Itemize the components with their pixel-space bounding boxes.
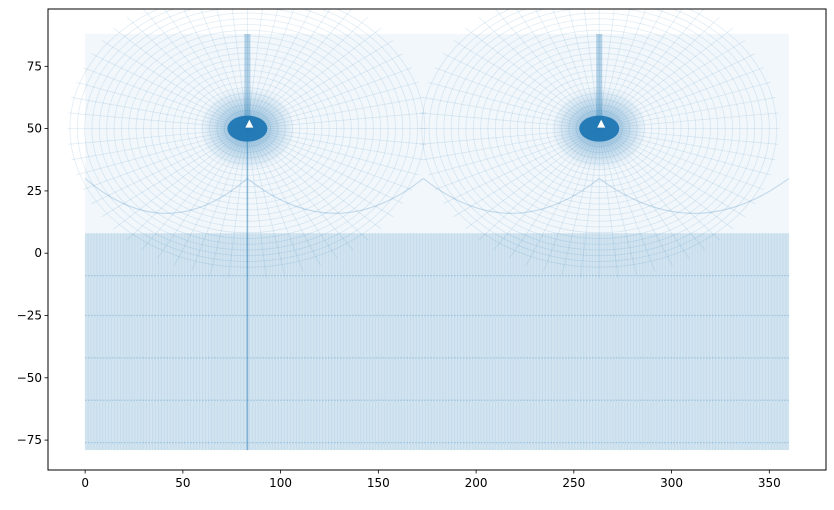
x-tick-label: 0 bbox=[81, 476, 89, 490]
y-tick-label: 75 bbox=[27, 59, 42, 73]
y-tick-label: −75 bbox=[17, 433, 42, 447]
x-axis: 0 50 100 150 200 250 300 350 bbox=[81, 470, 781, 490]
pole-contour bbox=[531, 75, 667, 182]
pole-contour bbox=[443, 9, 755, 251]
pole-core bbox=[579, 115, 620, 142]
y-tick-label: 0 bbox=[34, 246, 42, 260]
x-tick-label: 100 bbox=[269, 476, 292, 490]
y-tick-label: 25 bbox=[27, 184, 42, 198]
grid-arc bbox=[247, 177, 424, 214]
x-tick-label: 350 bbox=[758, 476, 781, 490]
pole-contour bbox=[480, 35, 719, 222]
pole-contour bbox=[436, 9, 763, 257]
plot-marks bbox=[67, 9, 790, 451]
pole-contour bbox=[165, 64, 330, 193]
pole-contour bbox=[421, 9, 778, 268]
pole-contour bbox=[91, 9, 404, 251]
y-tick-label: −50 bbox=[17, 371, 42, 385]
pole-contour bbox=[150, 52, 345, 205]
pole-contour bbox=[524, 69, 675, 188]
y-tick-label: 50 bbox=[27, 122, 42, 136]
pole-contour bbox=[98, 12, 396, 245]
pole-contour bbox=[502, 52, 697, 205]
x-tick-label: 250 bbox=[562, 476, 585, 490]
pole-contour bbox=[84, 9, 411, 257]
pole-contour bbox=[509, 58, 689, 199]
pole-stem bbox=[244, 33, 251, 129]
y-tick-label: −25 bbox=[17, 309, 42, 323]
pole-contour bbox=[113, 24, 382, 234]
x-tick-label: 50 bbox=[175, 476, 190, 490]
pole-contour bbox=[120, 29, 374, 228]
pole-contour bbox=[516, 64, 682, 193]
pole-contour bbox=[538, 81, 660, 176]
pole-contour bbox=[157, 58, 338, 199]
grid-arc bbox=[598, 177, 790, 214]
pole-contour bbox=[428, 9, 770, 262]
x-tick-label: 150 bbox=[367, 476, 390, 490]
x-tick-label: 300 bbox=[660, 476, 683, 490]
pole-contour bbox=[187, 81, 308, 176]
grid-arc bbox=[422, 177, 600, 214]
pole-contour bbox=[106, 18, 389, 239]
pole-contour bbox=[487, 41, 711, 216]
pole-contour bbox=[179, 75, 315, 182]
pole-contour bbox=[128, 35, 367, 222]
pole-hole bbox=[245, 119, 254, 128]
pole-contour bbox=[494, 47, 704, 211]
x-tick-label: 200 bbox=[465, 476, 488, 490]
axes-frame bbox=[47, 8, 827, 471]
meridian-lines bbox=[84, 233, 790, 451]
pole-contour bbox=[76, 9, 418, 262]
pole-contour bbox=[69, 9, 426, 268]
pole-contour bbox=[135, 41, 360, 216]
pole-contour bbox=[143, 47, 352, 211]
pole-stem bbox=[596, 33, 603, 129]
pole-contour bbox=[465, 24, 733, 234]
pole-core bbox=[227, 115, 268, 142]
y-axis: −75 −50 −25 0 25 50 75 bbox=[17, 59, 48, 447]
pole-contour bbox=[458, 18, 741, 239]
regular-grid-band bbox=[85, 233, 789, 451]
pole-contour bbox=[450, 12, 748, 245]
pole-hole bbox=[597, 119, 606, 128]
grid-arc bbox=[84, 177, 248, 214]
pole-contour bbox=[172, 69, 323, 188]
pole-contour bbox=[472, 29, 726, 228]
